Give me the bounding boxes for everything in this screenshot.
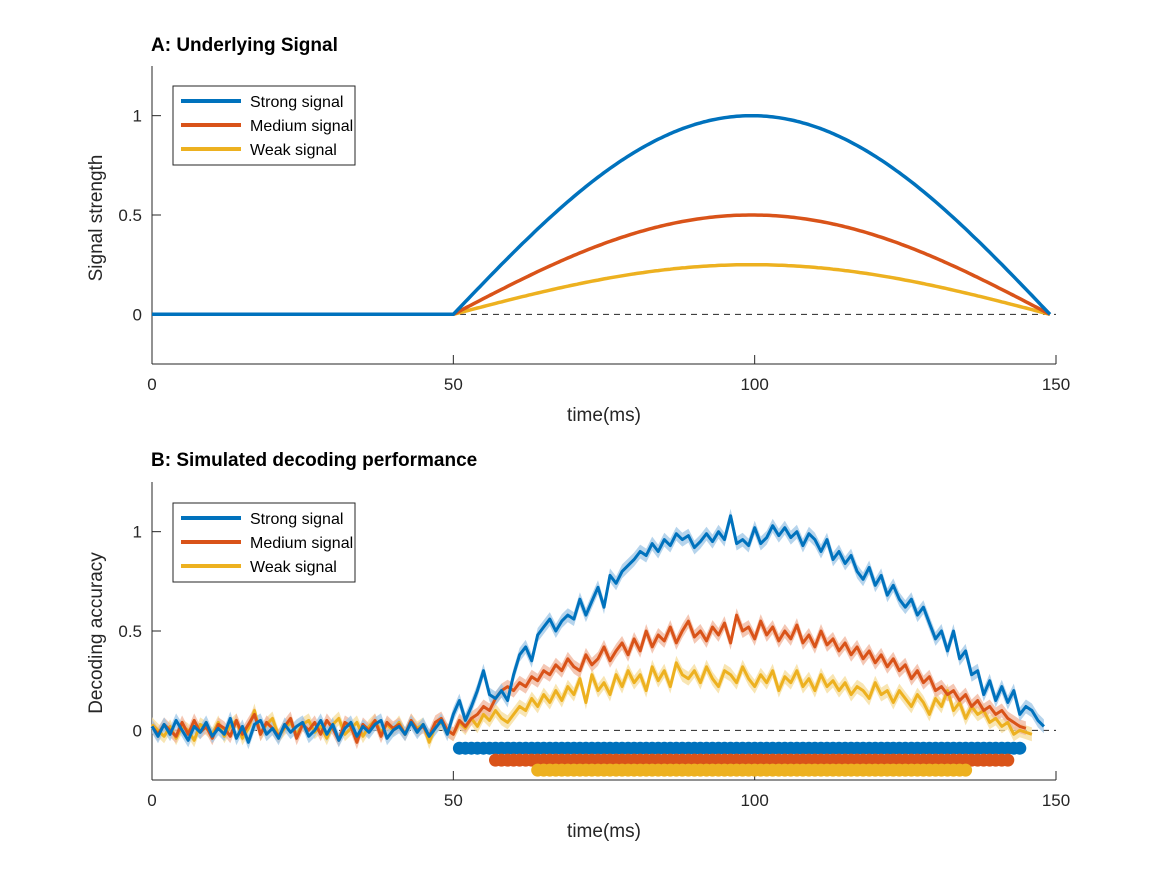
x-tick-label: 100 <box>740 791 768 810</box>
panel-b-title: B: Simulated decoding performance <box>151 450 477 471</box>
panel-a-title: A: Underlying Signal <box>151 35 338 56</box>
panel-a-y-label: Signal strength <box>86 155 107 282</box>
series-band-medium-signal <box>152 608 1026 750</box>
panel-b-legend-label-strong: Strong signal <box>250 511 343 528</box>
significance-dot-weak-signal <box>959 763 973 777</box>
panel-b-y-label: Decoding accuracy <box>86 552 107 714</box>
y-tick-label: 0 <box>133 721 142 740</box>
panel-b-legend-label-weak: Weak signal <box>250 559 337 576</box>
series-line-weak-signal <box>152 262 1051 317</box>
y-tick-label: 0 <box>133 305 142 324</box>
series-line-strong-signal <box>150 514 1045 744</box>
y-tick-label: 0.5 <box>118 206 142 225</box>
x-tick-label: 50 <box>444 375 463 394</box>
panel-b-legend-label-medium: Medium signal <box>250 535 353 552</box>
series-line-strong-signal <box>152 113 1052 317</box>
x-tick-label: 100 <box>740 375 768 394</box>
significance-dot-medium-signal <box>1001 753 1015 767</box>
panel-a-x-label: time(ms) <box>567 405 641 426</box>
panel-a-legend-label-strong: Strong signal <box>250 94 343 111</box>
y-tick-label: 1 <box>133 107 142 126</box>
y-tick-label: 1 <box>133 523 142 542</box>
series-line-medium-signal <box>152 213 1051 317</box>
x-tick-label: 0 <box>147 375 156 394</box>
panel-b-legend: Strong signal Medium signal Weak signal <box>172 502 356 583</box>
series-line-medium-signal <box>150 613 1027 744</box>
panel-a-plot-area: 0 50 100 150 0 0.5 1 <box>118 66 1070 394</box>
x-tick-label: 150 <box>1042 791 1070 810</box>
panel-a: A: Underlying Signal 0 50 100 150 0 0.5 1 time… <box>86 35 1070 426</box>
panel-b-x-label: time(ms) <box>567 821 641 842</box>
y-tick-label: 0.5 <box>118 622 142 641</box>
significance-dot-strong-signal <box>1013 741 1027 755</box>
panel-a-legend-label-weak: Weak signal <box>250 142 337 159</box>
series-band-strong-signal <box>152 508 1044 750</box>
panel-b-plot-area: 0 50 100 150 0 0.5 1 <box>118 482 1070 810</box>
panel-a-legend: Strong signal Medium signal Weak signal <box>172 85 356 166</box>
x-tick-label: 150 <box>1042 375 1070 394</box>
x-tick-label: 0 <box>147 791 156 810</box>
panel-a-legend-label-medium: Medium signal <box>250 118 353 135</box>
x-tick-label: 50 <box>444 791 463 810</box>
panel-b: B: Simulated decoding performance 0 50 100… <box>86 450 1070 842</box>
